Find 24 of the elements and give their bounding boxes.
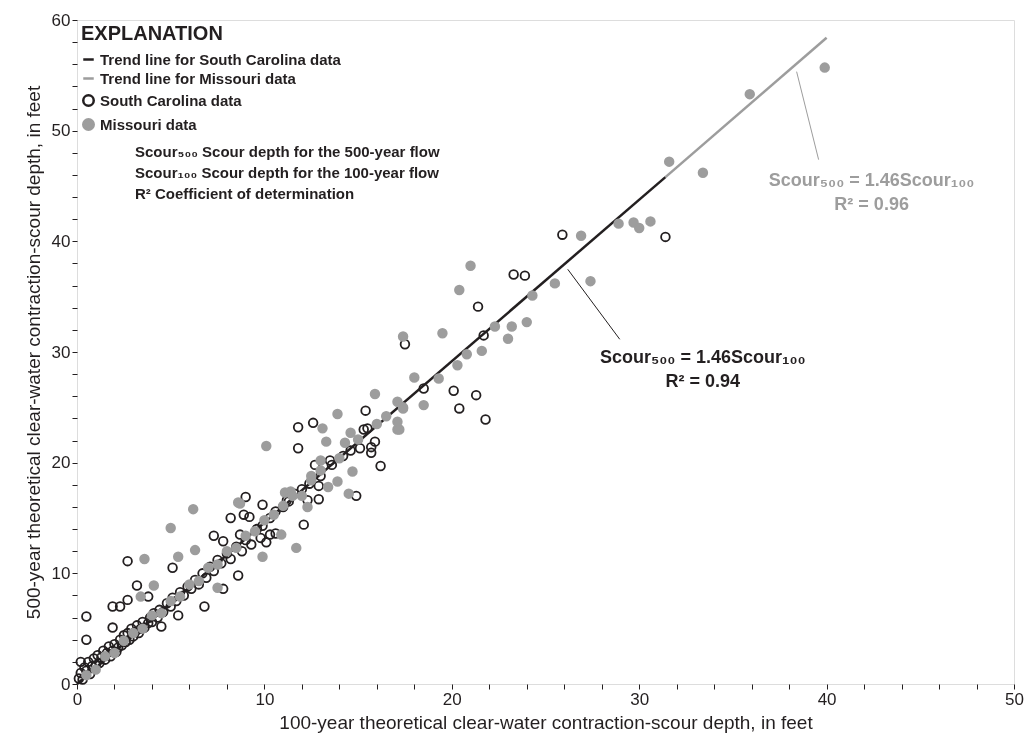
legend-label: Trend line for Missouri data [100, 69, 297, 87]
y-tick-label: 0 [61, 674, 71, 694]
x-tick-label: 20 [442, 689, 462, 709]
x-tick-label: 40 [817, 689, 837, 709]
y-tick-label: 20 [51, 453, 71, 473]
legend-label: Trend line for South Carolina data [100, 50, 342, 68]
y-tick-label: 50 [51, 121, 71, 141]
y-tick-label: 60 [51, 10, 71, 30]
x-tick-label: 10 [255, 689, 275, 709]
y-tick-label: 30 [51, 342, 71, 362]
annotation: Scour₁₀₀ Scour depth for the 100-year flow [135, 164, 440, 181]
annotation: Scour₅₀₀ = 1.46Scour₁₀₀ R² = 0.96 [768, 169, 975, 214]
y-axis-title: 500-year theoretical clear-water contraction-scour depth, in feet [22, 85, 44, 620]
y-tick-label: 10 [51, 563, 71, 583]
annotation: Scour₅₀₀ Scour depth for the 500-year flow [135, 143, 440, 160]
legend-title: EXPLANATION [81, 22, 223, 44]
x-tick-label: 50 [1005, 689, 1024, 709]
legend-label: South Carolina data [100, 91, 243, 109]
annotation: R² Coefficient of determination [135, 185, 355, 202]
annotation: Scour₅₀₀ = 1.46Scour₁₀₀ R² = 0.94 [599, 347, 806, 392]
x-axis-title: 100-year theoretical clear-water contraction-scour depth, in feet [279, 711, 814, 733]
legend-label: Missouri data [100, 115, 198, 133]
y-tick-label: 40 [51, 231, 71, 251]
x-tick-label: 30 [630, 689, 650, 709]
